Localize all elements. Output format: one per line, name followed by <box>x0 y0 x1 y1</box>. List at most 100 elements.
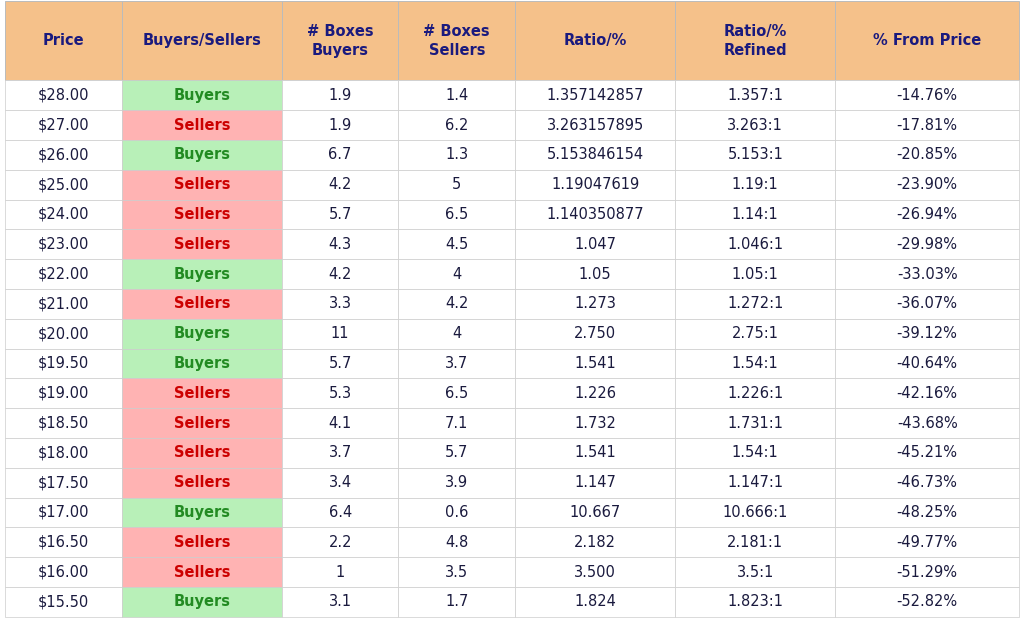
FancyBboxPatch shape <box>5 557 122 587</box>
FancyBboxPatch shape <box>836 170 1019 200</box>
FancyBboxPatch shape <box>398 527 515 557</box>
Text: $20.00: $20.00 <box>38 326 89 341</box>
FancyBboxPatch shape <box>515 110 675 140</box>
FancyBboxPatch shape <box>836 438 1019 468</box>
Text: Sellers: Sellers <box>173 117 230 132</box>
Text: 1.824: 1.824 <box>574 595 616 609</box>
FancyBboxPatch shape <box>122 587 282 617</box>
FancyBboxPatch shape <box>398 1 515 80</box>
FancyBboxPatch shape <box>5 527 122 557</box>
Text: Sellers: Sellers <box>173 177 230 192</box>
FancyBboxPatch shape <box>836 200 1019 229</box>
FancyBboxPatch shape <box>122 1 282 80</box>
Text: Ratio/%
Refined: Ratio/% Refined <box>724 24 787 57</box>
Text: 1.7: 1.7 <box>445 595 468 609</box>
FancyBboxPatch shape <box>5 200 122 229</box>
FancyBboxPatch shape <box>675 200 836 229</box>
Text: 3.5: 3.5 <box>445 565 468 580</box>
Text: -14.76%: -14.76% <box>897 88 957 103</box>
Text: 1.272:1: 1.272:1 <box>727 297 783 311</box>
FancyBboxPatch shape <box>836 378 1019 408</box>
Text: 1: 1 <box>336 565 345 580</box>
FancyBboxPatch shape <box>282 289 398 319</box>
Text: 2.181:1: 2.181:1 <box>727 535 783 550</box>
FancyBboxPatch shape <box>398 438 515 468</box>
Text: 3.5:1: 3.5:1 <box>736 565 774 580</box>
Text: -39.12%: -39.12% <box>897 326 957 341</box>
FancyBboxPatch shape <box>122 497 282 527</box>
Text: 10.667: 10.667 <box>569 505 621 520</box>
FancyBboxPatch shape <box>675 587 836 617</box>
Text: $28.00: $28.00 <box>38 88 89 103</box>
Text: # Boxes
Sellers: # Boxes Sellers <box>424 24 490 57</box>
Text: Buyers: Buyers <box>173 356 230 371</box>
FancyBboxPatch shape <box>282 80 398 110</box>
FancyBboxPatch shape <box>515 319 675 349</box>
FancyBboxPatch shape <box>122 378 282 408</box>
FancyBboxPatch shape <box>398 349 515 378</box>
FancyBboxPatch shape <box>5 259 122 289</box>
Text: 1.05:1: 1.05:1 <box>732 266 778 282</box>
Text: 5.153846154: 5.153846154 <box>547 147 644 163</box>
Text: $19.50: $19.50 <box>38 356 89 371</box>
FancyBboxPatch shape <box>122 289 282 319</box>
FancyBboxPatch shape <box>398 259 515 289</box>
Text: 4.3: 4.3 <box>329 237 351 252</box>
Text: 1.357142857: 1.357142857 <box>547 88 644 103</box>
Text: 4: 4 <box>453 326 462 341</box>
FancyBboxPatch shape <box>675 140 836 170</box>
Text: 1.19:1: 1.19:1 <box>732 177 778 192</box>
Text: 4.2: 4.2 <box>445 297 468 311</box>
FancyBboxPatch shape <box>398 80 515 110</box>
Text: Buyers: Buyers <box>173 147 230 163</box>
FancyBboxPatch shape <box>282 468 398 497</box>
Text: Sellers: Sellers <box>173 565 230 580</box>
FancyBboxPatch shape <box>5 110 122 140</box>
Text: 2.182: 2.182 <box>574 535 616 550</box>
Text: -20.85%: -20.85% <box>897 147 957 163</box>
FancyBboxPatch shape <box>675 229 836 259</box>
FancyBboxPatch shape <box>675 110 836 140</box>
FancyBboxPatch shape <box>836 587 1019 617</box>
Text: 1.54:1: 1.54:1 <box>732 356 778 371</box>
Text: -23.90%: -23.90% <box>897 177 957 192</box>
Text: $18.00: $18.00 <box>38 446 89 460</box>
Text: 1.273: 1.273 <box>574 297 616 311</box>
FancyBboxPatch shape <box>5 319 122 349</box>
FancyBboxPatch shape <box>282 408 398 438</box>
FancyBboxPatch shape <box>675 319 836 349</box>
Text: 1.541: 1.541 <box>574 356 616 371</box>
FancyBboxPatch shape <box>398 587 515 617</box>
Text: 6.7: 6.7 <box>329 147 352 163</box>
Text: 1.823:1: 1.823:1 <box>727 595 783 609</box>
FancyBboxPatch shape <box>398 170 515 200</box>
Text: Ratio/%: Ratio/% <box>563 33 627 48</box>
FancyBboxPatch shape <box>5 438 122 468</box>
FancyBboxPatch shape <box>398 557 515 587</box>
Text: 1.54:1: 1.54:1 <box>732 446 778 460</box>
Text: 3.263157895: 3.263157895 <box>547 117 644 132</box>
Text: 1.14:1: 1.14:1 <box>732 207 778 222</box>
Text: 5.7: 5.7 <box>329 356 352 371</box>
Text: 3.7: 3.7 <box>445 356 468 371</box>
Text: -46.73%: -46.73% <box>897 475 957 490</box>
FancyBboxPatch shape <box>675 527 836 557</box>
Text: Buyers: Buyers <box>173 88 230 103</box>
Text: -51.29%: -51.29% <box>897 565 957 580</box>
FancyBboxPatch shape <box>515 468 675 497</box>
Text: Sellers: Sellers <box>173 415 230 431</box>
FancyBboxPatch shape <box>675 497 836 527</box>
Text: $22.00: $22.00 <box>38 266 89 282</box>
Text: 1.046:1: 1.046:1 <box>727 237 783 252</box>
FancyBboxPatch shape <box>282 1 398 80</box>
Text: 1.047: 1.047 <box>574 237 616 252</box>
Text: # Boxes
Buyers: # Boxes Buyers <box>307 24 374 57</box>
Text: $27.00: $27.00 <box>38 117 89 132</box>
FancyBboxPatch shape <box>836 319 1019 349</box>
Text: 3.500: 3.500 <box>574 565 616 580</box>
Text: 1.226:1: 1.226:1 <box>727 386 783 400</box>
Text: Buyers/Sellers: Buyers/Sellers <box>142 33 261 48</box>
Text: -43.68%: -43.68% <box>897 415 957 431</box>
Text: 1.3: 1.3 <box>445 147 468 163</box>
Text: 3.263:1: 3.263:1 <box>727 117 783 132</box>
